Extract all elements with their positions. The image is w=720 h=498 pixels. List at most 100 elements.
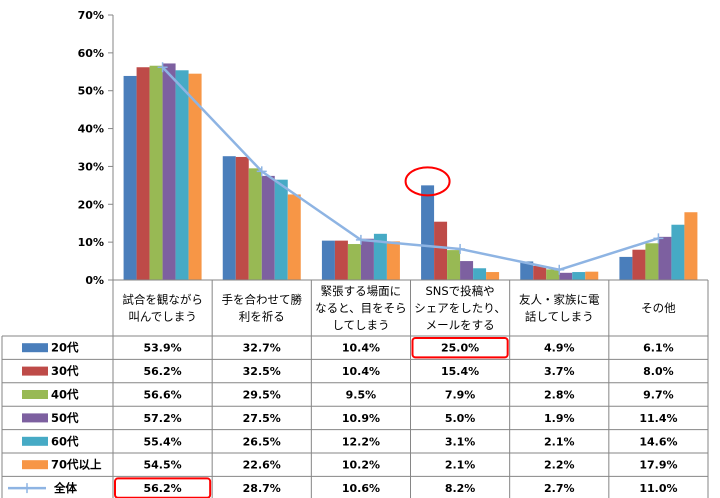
legend-row-label: 60代 <box>51 434 79 448</box>
bar <box>334 240 348 280</box>
bar <box>136 67 150 280</box>
x-category-label: 叫んでしまう <box>128 310 196 324</box>
table-cell-value: 27.5% <box>243 412 281 425</box>
table-cell-value: 4.9% <box>544 342 575 355</box>
bar <box>645 243 659 280</box>
bar <box>559 272 573 280</box>
table-cell-value: 9.5% <box>346 389 377 402</box>
table-cell-value: 56.6% <box>143 389 181 402</box>
x-category-label: 利を祈る <box>239 310 285 324</box>
table-cell-value: 56.2% <box>143 365 181 378</box>
x-category-label: その他 <box>641 301 676 315</box>
y-tick-label: 30% <box>78 160 104 173</box>
table-cell-value: 54.5% <box>143 459 181 472</box>
legend-row-label: 20代 <box>51 341 79 355</box>
table-cell-value: 32.5% <box>243 365 281 378</box>
bar <box>386 241 400 280</box>
bar <box>421 185 435 280</box>
highlight-cell-box <box>411 337 509 359</box>
bar <box>486 272 500 280</box>
table-cell-value: 26.5% <box>243 435 281 448</box>
bar <box>684 212 698 280</box>
bar <box>261 175 275 280</box>
x-category-label: してしまう <box>332 318 389 332</box>
table-cell-value: 10.9% <box>342 412 380 425</box>
legend-row-label: 全体 <box>53 481 77 495</box>
bar <box>585 271 599 280</box>
bar <box>287 194 301 280</box>
x-category-label: 手を合わせて勝 <box>222 293 303 307</box>
bar <box>321 240 335 280</box>
legend-row-label: 70代以上 <box>51 458 102 472</box>
bar <box>360 238 374 280</box>
table-cell-value: 10.4% <box>342 365 380 378</box>
total-line <box>161 66 659 272</box>
bar <box>248 168 262 280</box>
y-tick-label: 20% <box>78 198 104 211</box>
table-cell-value: 10.2% <box>342 459 380 472</box>
table-cell-value: 17.9% <box>639 459 677 472</box>
bar <box>222 156 236 280</box>
bar <box>447 250 461 280</box>
bar <box>175 70 189 281</box>
bar <box>632 249 646 280</box>
bar <box>123 75 137 280</box>
bar <box>149 65 163 280</box>
x-category-label: 話してしまう <box>525 310 594 324</box>
table-cell-value: 25.0% <box>441 342 479 355</box>
bar <box>188 73 202 280</box>
table-cell-value: 9.7% <box>643 389 674 402</box>
bar <box>235 156 249 280</box>
table-cell-value: 3.1% <box>445 435 476 448</box>
table-cell-value: 56.2% <box>143 482 181 495</box>
table-cell-value: 2.8% <box>544 389 575 402</box>
bar <box>546 269 560 280</box>
table-cell-value: 28.7% <box>243 482 281 495</box>
x-category-label: SNSで投稿や <box>425 284 494 298</box>
table-cell-value: 5.0% <box>445 412 476 425</box>
bar <box>434 221 448 280</box>
table-cell-value: 7.9% <box>445 389 476 402</box>
x-category-label: 試合を観ながら <box>122 293 203 307</box>
y-tick-label: 0% <box>85 274 104 287</box>
bar <box>162 63 176 281</box>
table-cell-value: 2.7% <box>544 482 575 495</box>
table-cell-value: 53.9% <box>143 342 181 355</box>
legend-swatch <box>22 390 48 399</box>
y-tick-label: 40% <box>78 123 104 136</box>
table-cell-value: 29.5% <box>243 389 281 402</box>
x-category-label: メールをする <box>426 318 495 332</box>
x-category-label: なると、目をそら <box>315 301 407 315</box>
legend-swatch <box>22 343 48 353</box>
table-cell-value: 11.0% <box>639 482 677 495</box>
bar <box>572 272 586 280</box>
table-cell-value: 3.7% <box>544 365 575 378</box>
bar <box>533 265 547 280</box>
legend-row-label: 30代 <box>51 364 79 378</box>
legend-swatch <box>22 413 48 423</box>
legend-swatch <box>22 436 48 446</box>
table-cell-value: 14.6% <box>639 435 677 448</box>
table-cell-value: 2.1% <box>544 435 575 448</box>
table-cell-value: 55.4% <box>143 435 181 448</box>
highlight-circle <box>404 166 451 197</box>
bar <box>274 179 288 280</box>
x-category-label: 友人・家族に電 <box>519 293 600 307</box>
bar <box>658 236 672 280</box>
legend-swatch <box>22 460 48 470</box>
table-cell-value: 11.4% <box>639 412 677 425</box>
bar <box>619 256 633 280</box>
bar <box>473 268 487 280</box>
legend-row-label: 50代 <box>51 411 79 425</box>
table-cell-value: 1.9% <box>544 412 575 425</box>
table-cell-value: 10.6% <box>342 482 380 495</box>
x-category-label: 緊張する場面に <box>321 284 402 298</box>
table-cell-value: 6.1% <box>643 342 674 355</box>
bar <box>671 224 685 280</box>
bar <box>373 233 387 280</box>
table-cell-value: 8.0% <box>643 365 674 378</box>
y-tick-label: 60% <box>78 47 104 60</box>
x-category-label: シェアをしたり、 <box>414 301 506 315</box>
table-cell-value: 32.7% <box>243 342 281 355</box>
